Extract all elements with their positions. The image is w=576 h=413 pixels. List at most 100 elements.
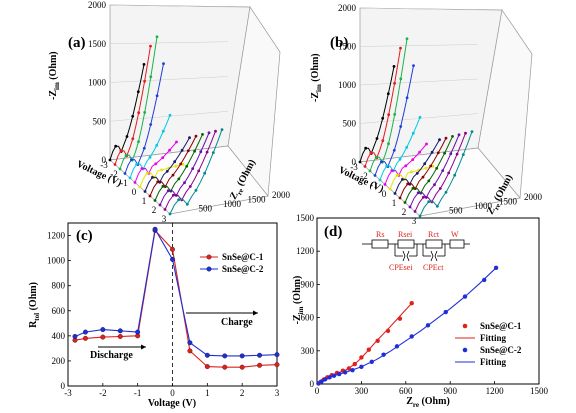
a-impedance-point bbox=[149, 44, 152, 48]
a-impedance-point bbox=[149, 123, 153, 126]
d-x-tick-label: 1500 bbox=[530, 386, 549, 396]
c-y-tick-label: 0 bbox=[61, 381, 66, 391]
c-annotation-discharge: Discharge bbox=[90, 350, 133, 361]
panel-b-zre-ticks: 500 1000 1500 2000 bbox=[449, 192, 543, 216]
a-impedance-point bbox=[143, 111, 147, 114]
d-fitting-line bbox=[317, 302, 413, 385]
a-voltage-tick-label: -2 bbox=[110, 169, 118, 179]
b-impedance-point bbox=[364, 146, 368, 150]
circuit-label-w: W bbox=[451, 230, 459, 239]
panel-c-line-chart: -3 -2 -1 0 1 2 3 0 200 400 600 800 1000 1200 (c) Volt… bbox=[28, 222, 280, 409]
a-impedance-point bbox=[162, 62, 165, 65]
panel-d-nyquist-chart: 0 300 600 900 1200 1500 0 300 600 900 1200 1500 (d)… bbox=[292, 213, 549, 409]
d-y-axis-title-part: im bbox=[297, 306, 305, 314]
c-series-point bbox=[187, 340, 193, 346]
c-series-point bbox=[204, 352, 210, 358]
c-series-point bbox=[170, 256, 175, 262]
c-series-point bbox=[117, 334, 123, 339]
b-grid-line bbox=[359, 78, 479, 86]
b-impedance-point bbox=[411, 186, 415, 190]
panel-a-zre-ticks: 500 1000 1500 2000 bbox=[199, 190, 291, 214]
b-impedance-point bbox=[422, 195, 425, 199]
b-impedance-point bbox=[418, 150, 421, 154]
a-impedance-point bbox=[145, 171, 149, 175]
circuit-label-rct: Rct bbox=[428, 230, 440, 239]
d-x-tick-label: 600 bbox=[399, 386, 413, 396]
a-impedance-point bbox=[123, 172, 127, 175]
b-impedance-point bbox=[433, 183, 436, 187]
a-impedance-point bbox=[148, 155, 152, 159]
panel-c-x-axis-title: Voltage (V) bbox=[148, 398, 196, 409]
d-legend-label: SnSe@C-1 bbox=[480, 321, 522, 331]
a-impedance-point bbox=[201, 133, 204, 136]
c-x-tick-label: 0 bbox=[170, 388, 175, 398]
b-impedance-point bbox=[375, 137, 379, 140]
b-impedance-point bbox=[415, 171, 419, 175]
b-impedance-point bbox=[438, 187, 442, 190]
c-series-point bbox=[100, 327, 106, 333]
circuit-labels: Rs Rsei Rct W CPEsei CPEct bbox=[376, 230, 459, 272]
c-annotation-charge: Charge bbox=[221, 317, 253, 328]
b-impedance-point bbox=[381, 139, 385, 143]
b-impedance-point bbox=[464, 131, 467, 135]
a-impedance-point bbox=[205, 150, 209, 154]
rsei-resistor bbox=[397, 239, 415, 249]
panel-a-zim-ticks: 0 500 1000 1500 2000 bbox=[88, 0, 107, 165]
b-impedance-point bbox=[399, 46, 402, 50]
b-impedance-point bbox=[403, 201, 407, 204]
a-impedance-point bbox=[165, 169, 169, 173]
d-fitting-line bbox=[317, 267, 497, 385]
a-zim-tick-label: 1000 bbox=[88, 78, 107, 88]
b-impedance-point bbox=[358, 160, 362, 164]
a-impedance-point bbox=[119, 149, 123, 153]
b-impedance-point bbox=[411, 131, 415, 135]
equivalent-circuit-inset bbox=[362, 239, 470, 262]
b-grid-line bbox=[359, 44, 479, 47]
b-impedance-point bbox=[390, 169, 394, 172]
b-impedance-point bbox=[405, 96, 409, 100]
a-impedance-point bbox=[177, 198, 181, 202]
d-y-tick-label: 1200 bbox=[296, 246, 315, 256]
b-voltage-tick-label: -1 bbox=[370, 180, 378, 190]
b-impedance-point bbox=[451, 135, 454, 138]
b-impedance-point bbox=[395, 173, 399, 177]
a-impedance-point bbox=[135, 162, 139, 166]
a-impedance-point bbox=[143, 79, 147, 83]
b-impedance-point bbox=[387, 113, 391, 117]
a-impedance-point bbox=[137, 111, 141, 115]
a-zre-tick-label: 500 bbox=[199, 204, 213, 214]
a-impedance-point bbox=[171, 173, 175, 177]
b-impedance-point bbox=[435, 204, 439, 208]
panel-c-legend: SnSe@C-1 SnSe@C-2 bbox=[200, 252, 264, 274]
b-impedance-point bbox=[386, 92, 390, 96]
a-impedance-point bbox=[220, 128, 224, 132]
d-legend-label: Fitting bbox=[480, 333, 506, 343]
b-impedance-point bbox=[431, 164, 435, 168]
b-zre-tick-label: 1000 bbox=[474, 201, 493, 211]
circuit-label-cpect: CPEct bbox=[423, 263, 444, 272]
panel-b-curves bbox=[358, 37, 474, 218]
b-zim-tick-label: 0 bbox=[352, 157, 357, 167]
a-impedance-point bbox=[151, 176, 154, 179]
panel-d-x-axis-title: Zre (Ohm) bbox=[406, 396, 450, 409]
a-impedance-point bbox=[161, 156, 165, 160]
c-series-point bbox=[257, 362, 263, 368]
c-series-point bbox=[82, 329, 88, 335]
d-y-axis-title-part: -Z bbox=[292, 314, 303, 324]
c-y-tick-label: 400 bbox=[52, 331, 66, 341]
b-impedance-point bbox=[411, 158, 415, 162]
a-voltage-tick-label: -1 bbox=[120, 178, 128, 188]
b-zim-tick-label: 500 bbox=[343, 119, 357, 129]
panel-d-ticks: 0 300 600 900 1200 1500 0 300 600 900 1200 1500 bbox=[296, 213, 549, 396]
b-impedance-point bbox=[392, 148, 396, 152]
b-impedance-point bbox=[404, 164, 408, 168]
c-y-tick-label: 1200 bbox=[47, 231, 66, 241]
b-impedance-point bbox=[413, 210, 417, 213]
b-voltage-tick-label: 2 bbox=[402, 207, 407, 217]
a-zre-tick-label: 1500 bbox=[248, 195, 267, 205]
rs-resistor bbox=[371, 239, 389, 249]
d-x-tick-label: 0 bbox=[315, 386, 320, 396]
